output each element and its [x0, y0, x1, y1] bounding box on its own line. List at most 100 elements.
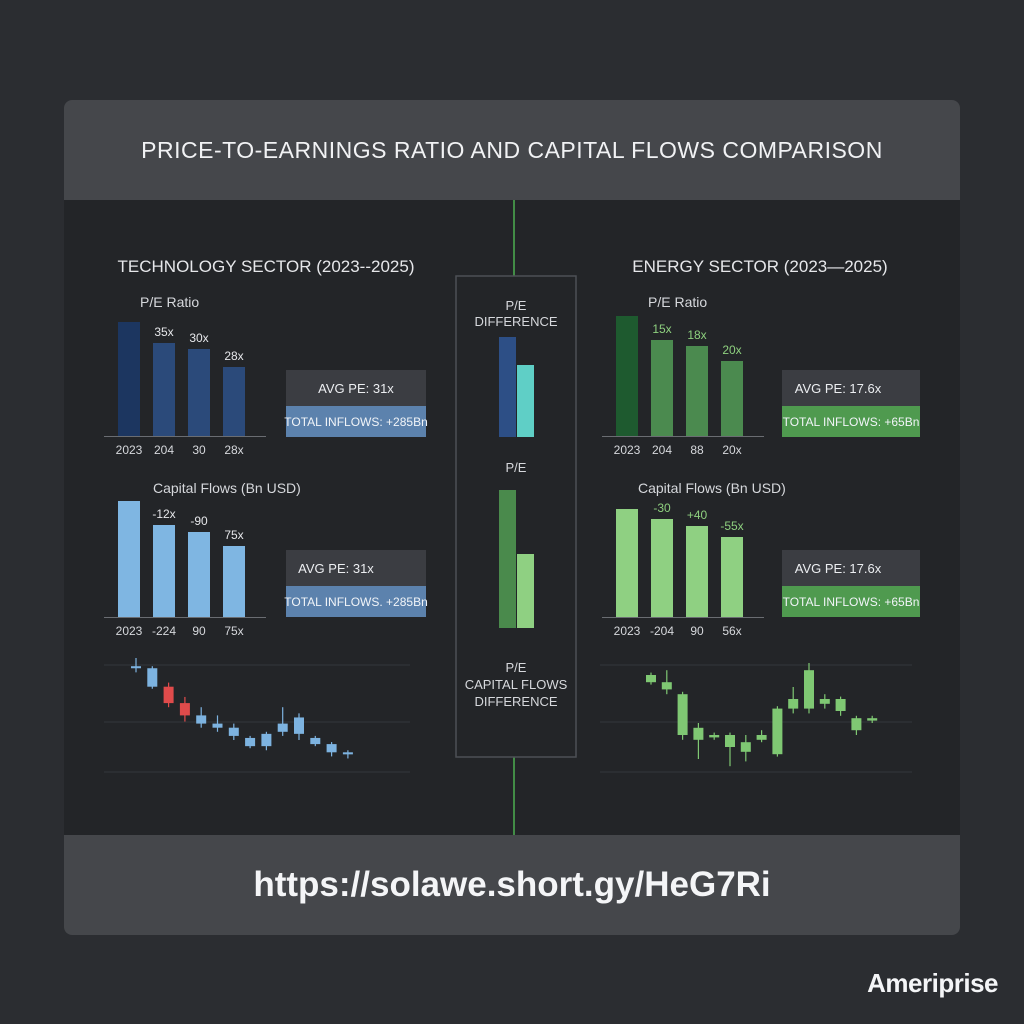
tech-pe-tick-label-3: 30 [192, 443, 206, 457]
page-title: PRICE-TO-EARNINGS RATIO AND CAPITAL FLOW… [141, 136, 883, 163]
center-pe-title: P/E [506, 460, 527, 475]
energy-flows-bar-2 [651, 519, 673, 617]
energy-candles-candle-13 [835, 699, 846, 711]
energy-candles-candle-11 [804, 670, 814, 709]
energy-flows-tick-label-1: 2023 [614, 624, 641, 638]
energy-candles-candle-5 [709, 735, 720, 738]
energy-pe-tick-label-4: 20x [722, 443, 741, 457]
short-url-link[interactable]: https://solawe.short.gy/HeG7Ri [253, 865, 771, 904]
energy-pe-inflows-label: TOTAL INFLOWS: +65Bn [783, 415, 920, 429]
tech-candles-candle-5 [196, 715, 207, 724]
energy-pe-bar-1 [616, 316, 638, 436]
energy-candles-candle-6 [725, 735, 735, 747]
tech-candles-candle-14 [342, 752, 353, 755]
tech-candles-candle-11 [294, 717, 304, 734]
energy-candles-candle-8 [756, 735, 767, 740]
tech-pe-data-label-4: 28x [224, 349, 243, 363]
energy-candles-candle-12 [819, 699, 830, 704]
tech-candles-candle-7 [228, 727, 239, 736]
tech-pe-data-label-3: 30x [189, 331, 208, 345]
energy-pe-tick-label-3: 88 [690, 443, 704, 457]
tech-pe-summary-box: AVG PE: 31x TOTAL INFLOWS: +285Bn [284, 370, 428, 437]
energy-candles-candle-3 [677, 694, 688, 735]
tech-flows-tick-label-4: 75x [224, 624, 243, 638]
energy-flows-avg-label: AVG PE: 17.6x [795, 561, 882, 576]
energy-pe-bar-2 [651, 340, 673, 436]
energy-candles-candle-4 [693, 727, 704, 740]
tech-flows-bar-2 [153, 525, 175, 617]
tech-candles-candle-1 [131, 666, 141, 669]
center-flows-caption: P/E CAPITAL FLOWS DIFFERENCE [465, 660, 568, 709]
tech-flows-data-label-4: 75x [224, 528, 243, 542]
energy-candles-candle-14 [851, 718, 862, 731]
energy-flows-data-label-2: -30 [653, 501, 671, 515]
energy-candles-candle-15 [867, 718, 878, 721]
tech-candles-candle-12 [310, 737, 321, 745]
center-panel [455, 275, 577, 758]
energy-flows-bar-4 [721, 537, 743, 617]
tech-pe-bar-3 [188, 349, 210, 436]
energy-flows-summary-box: AVG PE: 17.6x TOTAL INFLOWS: +65Bn [782, 550, 920, 617]
tech-candles-candle-2 [147, 668, 158, 687]
tech-flows-bar-1 [118, 501, 140, 617]
tech-pe-bar-4 [223, 367, 245, 436]
tech-pe-inflows-label: TOTAL INFLOWS: +285Bn [284, 415, 428, 429]
energy-pe-tick-label-2: 204 [652, 443, 672, 457]
energy-candles-candle-7 [740, 742, 751, 752]
energy-pe-tick-label-1: 2023 [614, 443, 641, 457]
tech-pe-subtitle: P/E Ratio [140, 294, 199, 310]
tech-sector-title: TECHNOLOGY SECTOR (2023--2025) [118, 257, 415, 276]
tech-flows-bar-3 [188, 532, 210, 617]
tech-candles-candle-6 [212, 723, 223, 728]
tech-flows-inflows-label: TOTAL INFLOWS. +285Bn [284, 595, 428, 609]
energy-pe-bar-4 [721, 361, 743, 436]
tech-flows-tick-label-3: 90 [192, 624, 206, 638]
energy-pe-summary-box: AVG PE: 17.6x TOTAL INFLOWS: +65Bn [782, 370, 920, 437]
energy-flows-data-label-3: +40 [687, 508, 708, 522]
energy-flows-data-label-4: -55x [720, 519, 743, 533]
tech-flows-tick-label-1: 2023 [116, 624, 143, 638]
tech-pe-bar-2 [153, 343, 175, 436]
energy-candles-candle-9 [772, 708, 783, 755]
tech-pe-avg-label: AVG PE: 31x [318, 381, 394, 396]
energy-candles-candle-1 [646, 675, 656, 683]
energy-pe-data-label-3: 18x [687, 328, 706, 342]
energy-flows-bar-3 [686, 526, 708, 617]
ameriprise-logo: Ameriprise [867, 968, 998, 998]
center-pe-diff-title: P/E DIFFERENCE [474, 298, 557, 329]
energy-pe-data-label-2: 15x [652, 322, 671, 336]
tech-pe-data-label-2: 35x [154, 325, 173, 339]
tech-flows-data-label-2: -12x [152, 507, 175, 521]
energy-candles-candle-10 [788, 699, 799, 709]
candle-gridlines [104, 664, 912, 773]
energy-sector-title: ENERGY SECTOR (2023—2025) [632, 257, 887, 276]
energy-flows-subtitle: Capital Flows (Bn USD) [638, 480, 786, 496]
energy-flows-tick-label-3: 90 [690, 624, 704, 638]
tech-flows-bar-4 [223, 546, 245, 617]
card-header: PRICE-TO-EARNINGS RATIO AND CAPITAL FLOW… [64, 100, 960, 200]
energy-flows-bar-1 [616, 509, 638, 617]
energy-pe-bar-3 [686, 346, 708, 436]
tech-candles-candle-13 [326, 744, 337, 753]
tech-flows-data-label-3: -90 [190, 514, 208, 528]
energy-flows-inflows-label: TOTAL INFLOWS: +65Bn [783, 595, 920, 609]
tech-candles-candle-4 [179, 703, 190, 716]
tech-flows-avg-label: AVG PE: 31x [298, 561, 374, 576]
energy-candles-candle-2 [661, 682, 672, 690]
tech-flows-subtitle: Capital Flows (Bn USD) [153, 480, 301, 496]
tech-pe-tick-label-2: 204 [154, 443, 174, 457]
tech-candles-candle-8 [245, 737, 256, 747]
tech-pe-tick-label-4: 28x [224, 443, 243, 457]
tech-flows-summary-box: AVG PE: 31x TOTAL INFLOWS. +285Bn [284, 550, 428, 617]
tech-candles-candle-3 [163, 686, 174, 704]
tech-candles-candle-10 [277, 723, 288, 732]
center-pe-diff-bar-2 [517, 365, 534, 437]
tech-pe-bar-1 [118, 322, 140, 436]
energy-pe-subtitle: P/E Ratio [648, 294, 707, 310]
center-pe-bar-1 [499, 490, 516, 628]
comparison-card: PRICE-TO-EARNINGS RATIO AND CAPITAL FLOW… [64, 100, 960, 935]
energy-flows-tick-label-4: 56x [722, 624, 741, 638]
energy-flows-tick-label-2: -204 [650, 624, 674, 638]
center-pe-diff-bar-1 [499, 337, 516, 437]
